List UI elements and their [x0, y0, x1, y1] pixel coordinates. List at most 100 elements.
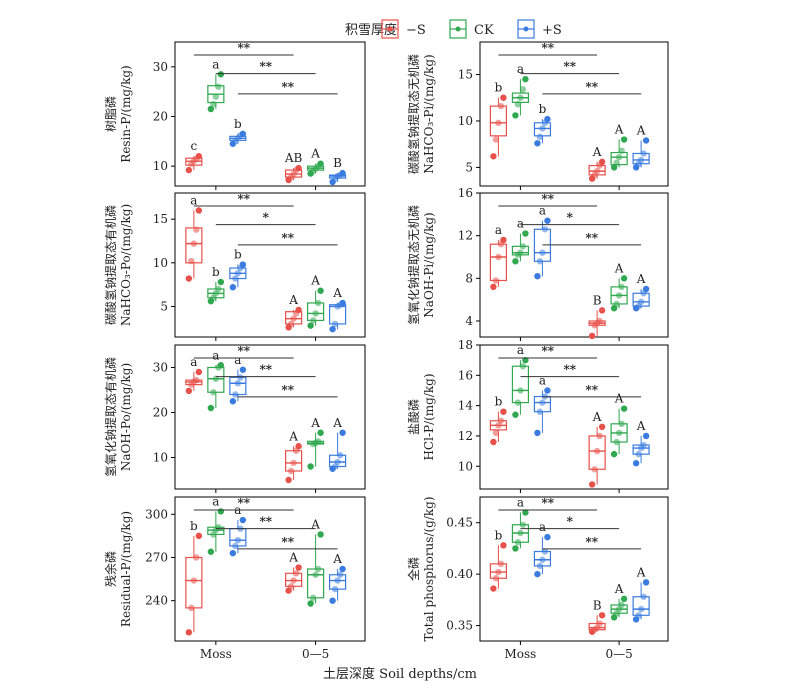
y-tick-label: 10: [458, 114, 473, 128]
data-point: [232, 275, 239, 282]
data-point: [642, 579, 650, 586]
significance-letter: A: [310, 416, 320, 430]
significance-letter: B: [333, 156, 342, 170]
legend-items: −S CK +S: [381, 19, 562, 39]
legend-swatch-dot: [523, 26, 529, 32]
data-point: [539, 556, 546, 563]
data-point: [339, 429, 346, 436]
data-point: [492, 575, 500, 582]
y-tick-label: 4: [465, 314, 473, 328]
box-Moss-2: a: [533, 373, 552, 437]
data-point: [497, 417, 505, 424]
data-point: [295, 564, 302, 571]
data-point: [514, 101, 522, 108]
data-point: [642, 285, 650, 293]
data-point: [497, 560, 505, 568]
data-point: [544, 115, 551, 123]
significance-letter: A: [332, 552, 342, 566]
y-axis-label-cn: 残余磷: [103, 551, 118, 587]
y-axis-label: 碳酸氢钠提取态无机磷NaHCO₃-Pi/(mg/kg): [406, 54, 436, 174]
significance-letter: a: [234, 353, 241, 367]
data-point: [618, 283, 625, 291]
x-axis-title: 土层深度 Soil depths/cm: [323, 666, 477, 682]
y-tick-label: 15: [458, 68, 473, 82]
data-point: [640, 441, 647, 449]
box-05-2: A: [329, 552, 347, 604]
significance-letter: b: [190, 519, 198, 533]
comparison-stars: **: [281, 80, 294, 94]
data-point: [534, 429, 541, 437]
legend-label: CK: [474, 23, 494, 38]
data-point: [336, 452, 344, 459]
box-05-1: A: [610, 392, 628, 458]
box-Moss-2: a: [533, 520, 552, 578]
y-axis-label-en: HCl-P/(mg/kg): [422, 373, 436, 460]
x-tick-label: 0—5: [605, 647, 632, 661]
y-tick-label: 240: [145, 594, 168, 608]
significance-letter: b: [495, 528, 503, 542]
y-tick-label: 10: [458, 459, 473, 473]
data-point: [610, 450, 618, 458]
panel-frame: [174, 344, 366, 490]
data-point: [517, 94, 524, 101]
significance-letter: A: [592, 410, 602, 424]
panel-frame: [174, 41, 366, 187]
data-point: [598, 158, 606, 166]
significance-letter: A: [288, 429, 298, 443]
comparison-stars: **: [281, 383, 294, 397]
y-tick-label: 30: [153, 361, 168, 375]
data-point: [541, 548, 549, 555]
data-point: [620, 136, 628, 143]
data-point: [536, 408, 544, 415]
y-tick-label: 10: [153, 159, 168, 173]
data-point: [492, 429, 500, 437]
box-Moss-0: a: [185, 355, 203, 395]
data-point: [598, 423, 606, 431]
comparison-stars: **: [237, 496, 250, 510]
data-point: [239, 516, 247, 524]
data-point: [339, 299, 346, 307]
comparison-stars: **: [259, 363, 272, 377]
data-point: [490, 438, 497, 446]
data-point: [207, 404, 215, 412]
data-point: [317, 531, 324, 538]
comparison-stars: **: [563, 363, 576, 377]
legend-label: +S: [542, 23, 562, 38]
box-Moss-1: a: [511, 495, 530, 552]
data-point: [195, 153, 203, 160]
significance-letter: A: [310, 147, 320, 161]
comparison-stars: **: [585, 535, 598, 549]
y-axis-label: 树脂磷Resin-P/(mg/kg): [103, 65, 133, 162]
box-05-1: A: [610, 582, 628, 621]
data-point: [512, 411, 519, 418]
data-point: [519, 243, 527, 250]
data-point: [312, 571, 319, 578]
y-tick-label: 16: [458, 368, 473, 382]
box-Moss-0: b: [185, 519, 203, 636]
data-point: [237, 374, 244, 381]
box-05-0: A: [588, 145, 606, 182]
y-axis-label-en: NaOH-Po/(mg/kg): [119, 363, 133, 471]
data-point: [539, 399, 546, 406]
y-tick-label: 5: [160, 299, 168, 313]
significance-letter: AB: [284, 151, 303, 165]
comparison-stars: **: [563, 60, 576, 74]
y-tick-label: 0.35: [446, 619, 473, 633]
y-tick-label: 5: [465, 160, 473, 174]
data-point: [522, 230, 529, 237]
y-axis-label-cn: 碳酸氢钠提取态有机磷: [103, 205, 118, 325]
data-point: [544, 217, 551, 224]
data-point: [217, 278, 225, 286]
data-point: [329, 597, 336, 604]
box-Moss-1: a: [207, 494, 225, 555]
significance-letter: A: [636, 272, 646, 286]
data-point: [190, 240, 198, 247]
significance-letter: A: [592, 145, 602, 159]
data-point: [331, 585, 339, 593]
data-point: [290, 577, 297, 584]
significance-letter: A: [614, 261, 624, 275]
significance-letter: B: [593, 598, 602, 612]
data-point: [314, 565, 322, 573]
